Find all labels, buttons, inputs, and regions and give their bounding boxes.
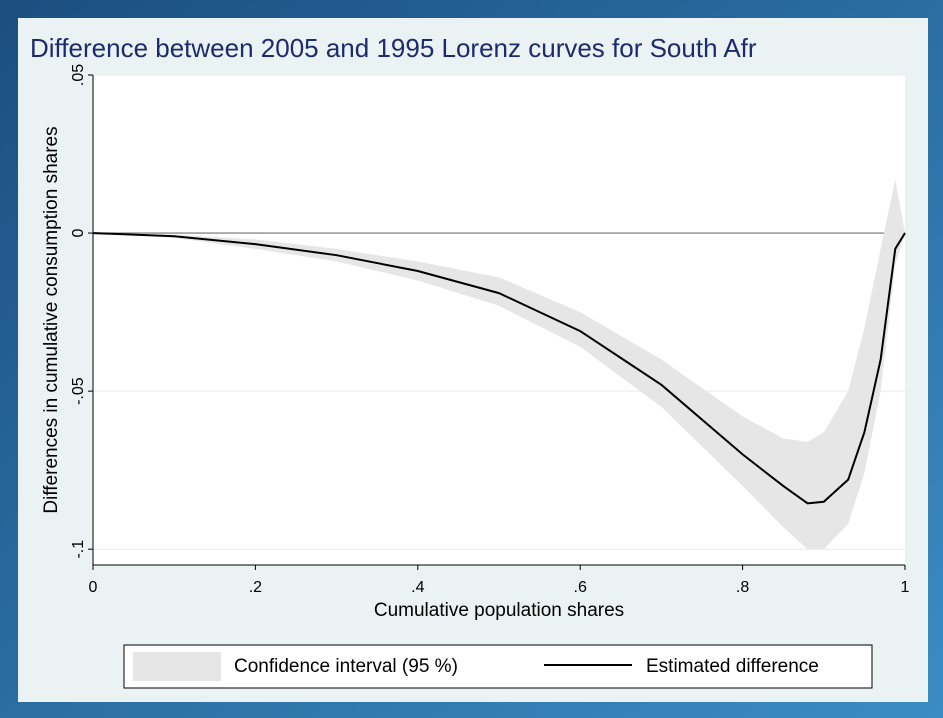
y-tick-label: 0 [70,229,87,238]
x-tick-label: 1 [901,579,910,596]
estimate-line [92,232,906,505]
x-axis-label: Cumulative population shares [374,600,624,621]
y-tick-label: .05 [70,64,87,86]
confidence-band [93,179,905,550]
y-tick-label: -.1 [70,540,87,559]
legend [123,644,873,689]
y-axis-label: Differences in cumulative consumption sh… [41,126,62,513]
x-tick-label: 0 [89,579,98,596]
legend-label: Confidence interval (95 %) [234,656,458,677]
legend-swatch [133,652,221,681]
x-tick-label: .6 [574,579,587,596]
y-tick-label: -.05 [70,377,87,405]
x-tick-label: .4 [411,579,424,596]
x-tick-label: .2 [249,579,262,596]
chart-title: Difference between 2005 and 1995 Lorenz … [30,33,757,63]
x-tick-label: .8 [736,579,749,596]
legend-label: Estimated difference [646,656,819,677]
